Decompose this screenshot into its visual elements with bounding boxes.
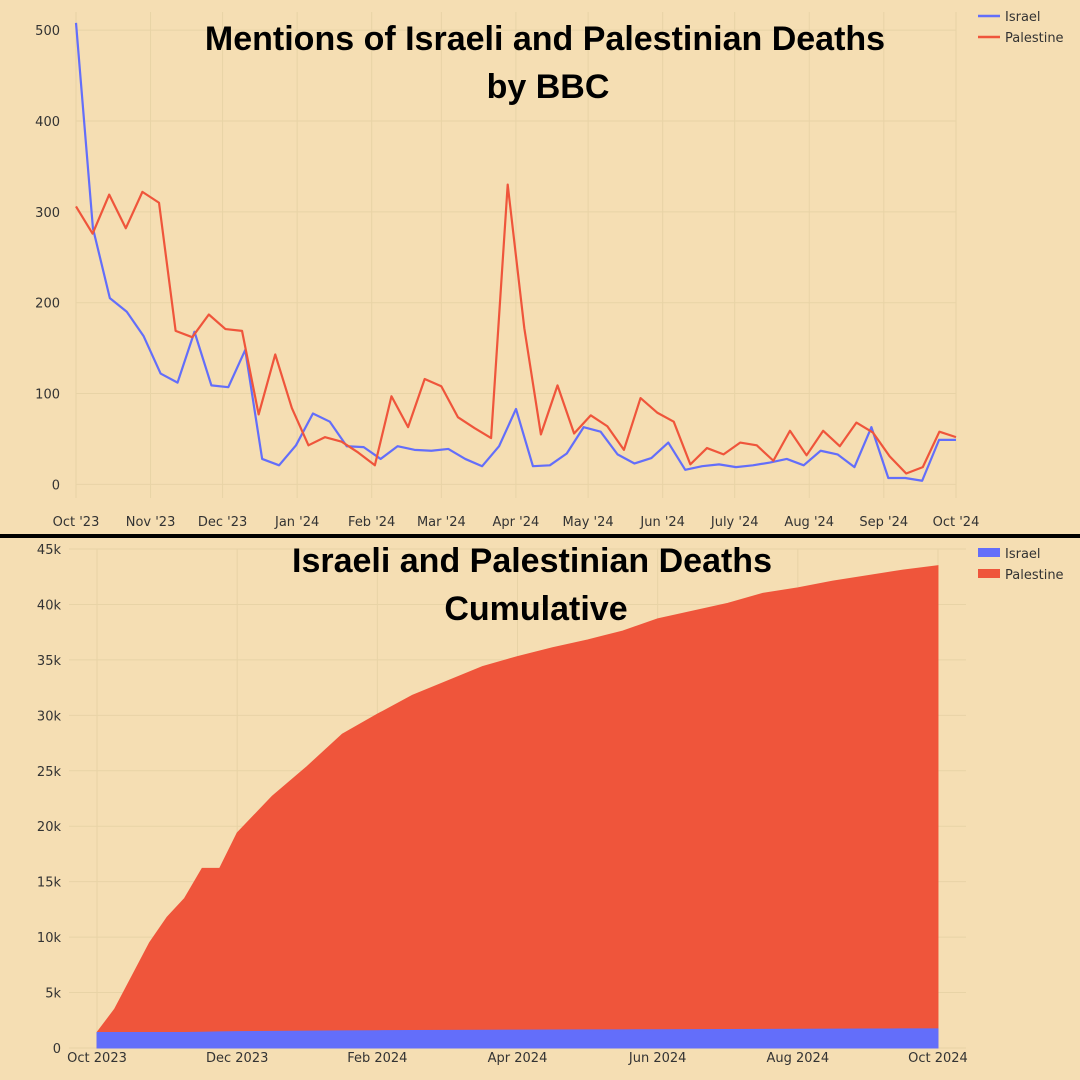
x-tick-jun-2024: Jun 2024 bbox=[628, 1051, 687, 1066]
y-tick-100: 100 bbox=[35, 388, 60, 403]
y-tick-15k: 15k bbox=[37, 876, 62, 891]
y-tick-500: 500 bbox=[35, 24, 60, 39]
x-tick-july-24: July '24 bbox=[710, 515, 759, 530]
x-tick-aug-24: Aug '24 bbox=[784, 515, 834, 530]
legend-palestine-label[interactable]: Palestine bbox=[1005, 568, 1064, 583]
y-tick-300: 300 bbox=[35, 206, 60, 221]
cumulative-x-ticks: Oct 2023 Dec 2023 Feb 2024 Apr 2024 Jun 2024… bbox=[67, 1051, 968, 1066]
x-tick-feb-24: Feb '24 bbox=[348, 515, 395, 530]
x-tick-dec-23: Dec '23 bbox=[198, 515, 247, 530]
y-tick-30k: 30k bbox=[37, 709, 62, 724]
series-line-israel bbox=[74, 22, 956, 482]
x-tick-oct-23: Oct '23 bbox=[53, 515, 100, 530]
cumulative-series bbox=[96, 565, 939, 1049]
y-tick-20k: 20k bbox=[37, 820, 62, 835]
x-tick-dec-2023: Dec 2023 bbox=[206, 1051, 268, 1066]
y-tick-10k: 10k bbox=[37, 931, 62, 946]
legend-palestine-label[interactable]: Palestine bbox=[1005, 31, 1064, 46]
mentions-x-ticks: Oct '23 Nov '23 Dec '23 Jan '24 Feb '24 Mar '… bbox=[53, 515, 980, 530]
mentions-series bbox=[74, 22, 957, 482]
x-tick-sep-24: Sep '24 bbox=[859, 515, 908, 530]
x-tick-may-24: May '24 bbox=[563, 515, 614, 530]
cumulative-title-line-2: Cumulative bbox=[444, 590, 627, 628]
legend-israel-label[interactable]: Israel bbox=[1005, 547, 1041, 562]
mentions-title-line-2: by BBC bbox=[487, 68, 610, 106]
x-tick-mar-24: Mar '24 bbox=[417, 515, 466, 530]
x-tick-jun-24: Jun '24 bbox=[639, 515, 685, 530]
cumulative-y-ticks: 0 5k 10k 15k 20k 25k 30k 35k 40k 45k bbox=[37, 543, 62, 1057]
y-tick-0: 0 bbox=[53, 1042, 61, 1057]
x-tick-apr-24: Apr '24 bbox=[493, 515, 540, 530]
x-tick-oct-2024: Oct 2024 bbox=[908, 1051, 968, 1066]
y-tick-25k: 25k bbox=[37, 765, 62, 780]
y-tick-45k: 45k bbox=[37, 543, 62, 558]
y-tick-400: 400 bbox=[35, 115, 60, 130]
legend-israel-swatch bbox=[978, 548, 1000, 557]
legend-israel-label[interactable]: Israel bbox=[1005, 10, 1041, 25]
x-tick-jan-24: Jan '24 bbox=[274, 515, 319, 530]
x-tick-aug-2024: Aug 2024 bbox=[767, 1051, 830, 1066]
legend-palestine-swatch bbox=[978, 569, 1000, 578]
mentions-title-line-1: Mentions of Israeli and Palestinian Deat… bbox=[205, 20, 885, 58]
y-tick-200: 200 bbox=[35, 297, 60, 312]
mentions-legend: Israel Palestine bbox=[978, 10, 1064, 46]
y-tick-40k: 40k bbox=[37, 598, 62, 613]
x-tick-apr-2024: Apr 2024 bbox=[488, 1051, 548, 1066]
x-tick-feb-2024: Feb 2024 bbox=[347, 1051, 407, 1066]
y-tick-35k: 35k bbox=[37, 654, 62, 669]
cumulative-legend: Israel Palestine bbox=[978, 547, 1064, 583]
x-tick-oct-2023: Oct 2023 bbox=[67, 1051, 127, 1066]
y-tick-0: 0 bbox=[52, 478, 60, 493]
cumulative-title-line-1: Israeli and Palestinian Deaths bbox=[292, 542, 772, 580]
chart-divider bbox=[0, 534, 1080, 538]
y-tick-5k: 5k bbox=[45, 987, 61, 1002]
series-area-palestine bbox=[96, 565, 939, 1049]
x-tick-nov-23: Nov '23 bbox=[126, 515, 176, 530]
x-tick-oct-24: Oct '24 bbox=[933, 515, 980, 530]
cumulative-deaths-chart: 0 5k 10k 15k 20k 25k 30k 35k 40k 45k Oct 2023 Dec … bbox=[37, 542, 1064, 1066]
mentions-chart: 0 100 200 300 400 500 Oct '23 Nov '23 Dec '23 Ja… bbox=[35, 10, 1064, 530]
series-line-palestine bbox=[75, 183, 957, 475]
series-area-israel bbox=[96, 1028, 939, 1049]
mentions-y-ticks: 0 100 200 300 400 500 bbox=[35, 24, 60, 493]
